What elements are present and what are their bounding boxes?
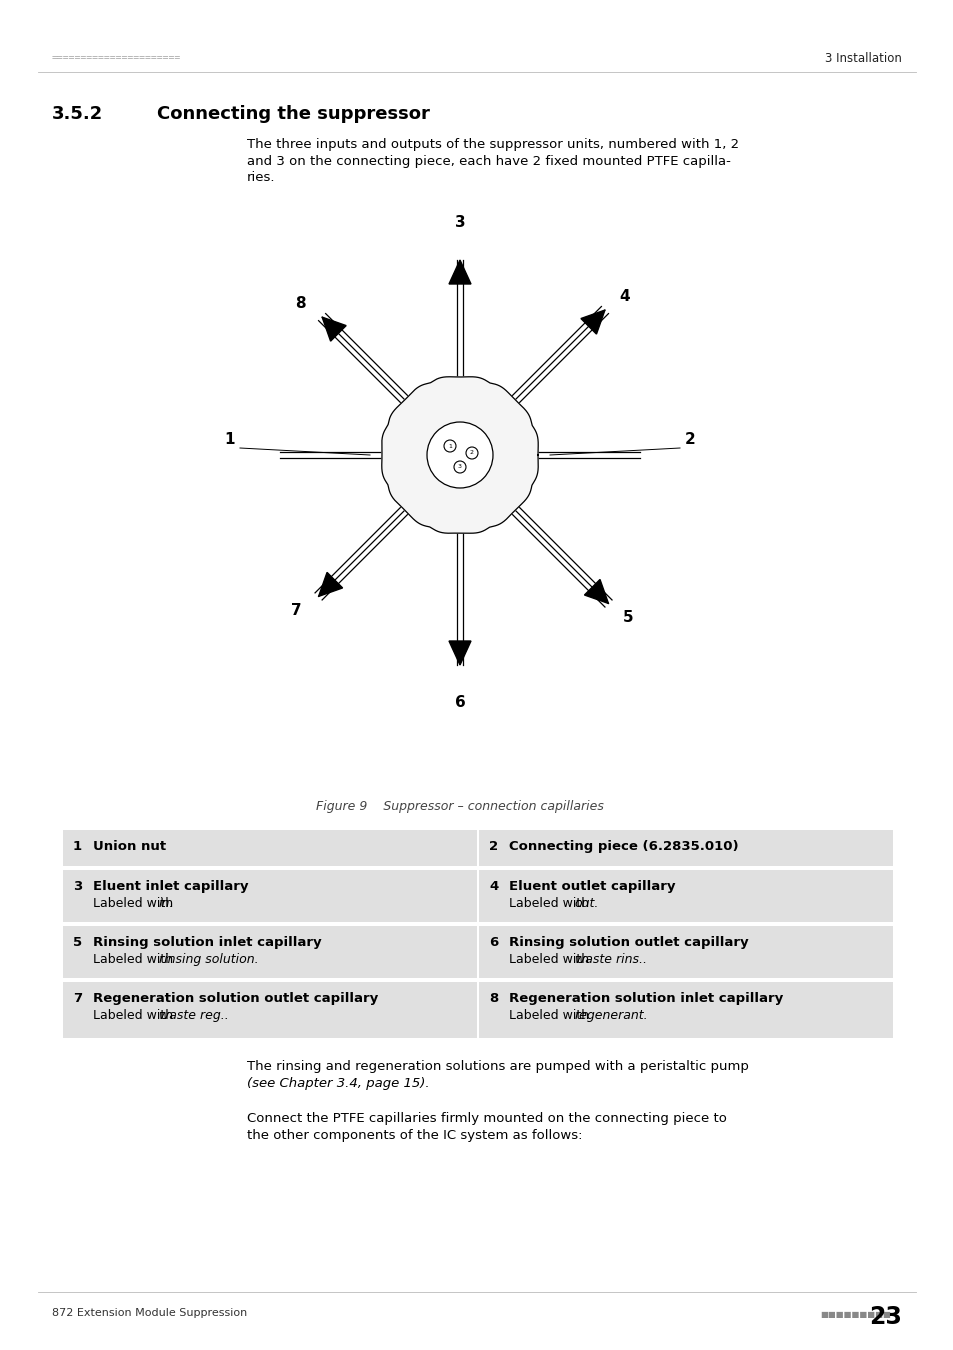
Text: 2: 2 bbox=[489, 840, 497, 853]
Text: 3: 3 bbox=[455, 215, 465, 230]
Text: 3.5.2: 3.5.2 bbox=[52, 105, 103, 123]
Text: 872 Extension Module Suppression: 872 Extension Module Suppression bbox=[52, 1308, 247, 1318]
Polygon shape bbox=[584, 579, 608, 603]
FancyBboxPatch shape bbox=[478, 981, 892, 1038]
FancyBboxPatch shape bbox=[63, 981, 476, 1038]
Text: waste reg..: waste reg.. bbox=[158, 1008, 228, 1022]
Text: The three inputs and outputs of the suppressor units, numbered with 1, 2: The three inputs and outputs of the supp… bbox=[247, 138, 739, 151]
Text: 5: 5 bbox=[622, 610, 633, 625]
Text: 23: 23 bbox=[868, 1305, 901, 1328]
Text: 1: 1 bbox=[224, 432, 234, 447]
Text: regenerant.: regenerant. bbox=[574, 1008, 648, 1022]
Text: Eluent inlet capillary: Eluent inlet capillary bbox=[92, 880, 248, 892]
Text: 4: 4 bbox=[489, 880, 497, 892]
Text: rinsing solution.: rinsing solution. bbox=[158, 953, 258, 967]
Text: 6: 6 bbox=[455, 695, 465, 710]
FancyBboxPatch shape bbox=[478, 926, 892, 977]
Text: 5: 5 bbox=[73, 936, 82, 949]
FancyBboxPatch shape bbox=[478, 830, 892, 865]
FancyBboxPatch shape bbox=[478, 869, 892, 922]
FancyBboxPatch shape bbox=[63, 830, 476, 865]
Text: The rinsing and regeneration solutions are pumped with a peristaltic pump: The rinsing and regeneration solutions a… bbox=[247, 1060, 748, 1073]
Polygon shape bbox=[580, 310, 604, 333]
Text: Regeneration solution outlet capillary: Regeneration solution outlet capillary bbox=[92, 992, 377, 1004]
Circle shape bbox=[443, 440, 456, 452]
Text: 6: 6 bbox=[489, 936, 497, 949]
Text: (see Chapter 3.4, page 15).: (see Chapter 3.4, page 15). bbox=[247, 1077, 429, 1089]
Text: Connecting piece (6.2835.010): Connecting piece (6.2835.010) bbox=[509, 840, 738, 853]
Text: 7: 7 bbox=[291, 603, 301, 618]
Text: 7: 7 bbox=[73, 992, 82, 1004]
Text: and 3 on the connecting piece, each have 2 fixed mounted PTFE capilla-: and 3 on the connecting piece, each have… bbox=[247, 154, 730, 167]
Text: out.: out. bbox=[574, 896, 598, 910]
Polygon shape bbox=[449, 641, 471, 666]
FancyBboxPatch shape bbox=[63, 926, 476, 977]
Text: Connect the PTFE capillaries firmly mounted on the connecting piece to: Connect the PTFE capillaries firmly moun… bbox=[247, 1112, 726, 1125]
Text: Labeled with: Labeled with bbox=[92, 896, 177, 910]
Polygon shape bbox=[381, 377, 537, 533]
Text: in.: in. bbox=[158, 896, 173, 910]
Text: Rinsing solution outlet capillary: Rinsing solution outlet capillary bbox=[509, 936, 748, 949]
Circle shape bbox=[465, 447, 477, 459]
Text: 3 Installation: 3 Installation bbox=[824, 51, 901, 65]
Text: 4: 4 bbox=[619, 289, 630, 304]
Text: Labeled with: Labeled with bbox=[509, 953, 593, 967]
Text: Labeled with: Labeled with bbox=[509, 896, 593, 910]
Text: 3: 3 bbox=[457, 464, 461, 470]
Text: Regeneration solution inlet capillary: Regeneration solution inlet capillary bbox=[509, 992, 782, 1004]
Text: 3: 3 bbox=[73, 880, 82, 892]
Text: waste rins..: waste rins.. bbox=[574, 953, 646, 967]
Text: Labeled with: Labeled with bbox=[92, 1008, 177, 1022]
Text: Eluent outlet capillary: Eluent outlet capillary bbox=[509, 880, 675, 892]
Text: ■■■■■■■■■: ■■■■■■■■■ bbox=[820, 1310, 890, 1319]
Text: ======================: ====================== bbox=[52, 53, 181, 63]
Circle shape bbox=[454, 460, 465, 472]
Text: Rinsing solution inlet capillary: Rinsing solution inlet capillary bbox=[92, 936, 321, 949]
Text: 1: 1 bbox=[448, 444, 452, 448]
Text: 2: 2 bbox=[684, 432, 695, 447]
Text: Figure 9    Suppressor – connection capillaries: Figure 9 Suppressor – connection capilla… bbox=[315, 801, 603, 813]
Text: Labeled with: Labeled with bbox=[92, 953, 177, 967]
Text: 8: 8 bbox=[489, 992, 497, 1004]
FancyBboxPatch shape bbox=[63, 869, 476, 922]
Circle shape bbox=[427, 423, 493, 487]
Text: the other components of the IC system as follows:: the other components of the IC system as… bbox=[247, 1129, 582, 1142]
Polygon shape bbox=[322, 317, 346, 342]
Text: 8: 8 bbox=[294, 296, 305, 310]
Polygon shape bbox=[318, 572, 342, 597]
Text: Connecting the suppressor: Connecting the suppressor bbox=[157, 105, 430, 123]
Text: 2: 2 bbox=[470, 451, 474, 455]
Text: Labeled with: Labeled with bbox=[509, 1008, 593, 1022]
Text: ries.: ries. bbox=[247, 171, 275, 184]
Text: Union nut: Union nut bbox=[92, 840, 166, 853]
Text: 1: 1 bbox=[73, 840, 82, 853]
Polygon shape bbox=[449, 261, 471, 284]
